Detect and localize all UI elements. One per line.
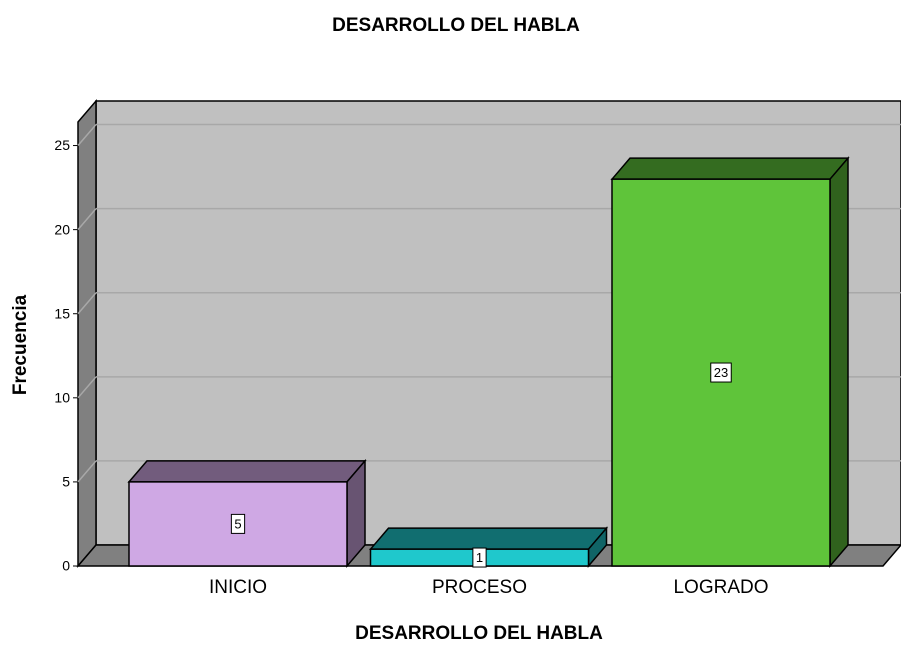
value-label: 5: [234, 516, 241, 531]
bar-top: [610, 157, 850, 180]
grid-line: [77, 208, 97, 231]
y-tick-label: 10: [54, 390, 70, 406]
grid-line: [77, 376, 97, 399]
y-tick-label: 25: [54, 137, 70, 153]
bar-side: [829, 156, 849, 569]
y-tick-label: 5: [62, 474, 70, 490]
grid-line: [77, 124, 97, 147]
x-tick-label: LOGRADO: [673, 577, 768, 598]
value-label: 23: [714, 365, 728, 380]
bar-top: [368, 527, 609, 550]
x-axis-label: DESARROLLO DEL HABLA: [355, 623, 603, 644]
grid-line: [77, 460, 97, 483]
x-tick-label: INICIO: [209, 577, 267, 598]
left-wall: [77, 98, 97, 569]
y-tick-label: 0: [62, 558, 70, 574]
value-label-box: [710, 362, 732, 383]
x-tick-label: PROCESO: [432, 577, 527, 598]
y-axis-label: Frecuencia: [10, 294, 31, 395]
y-tick-label: 20: [54, 221, 70, 237]
value-label-box: [472, 547, 487, 568]
y-tick-label: 15: [54, 305, 70, 321]
grid-line: [77, 292, 97, 315]
value-label-box: [230, 513, 246, 534]
chart-title: DESARROLLO DEL HABLA: [332, 15, 580, 36]
value-label: 1: [476, 550, 483, 565]
bar-top: [127, 460, 367, 483]
